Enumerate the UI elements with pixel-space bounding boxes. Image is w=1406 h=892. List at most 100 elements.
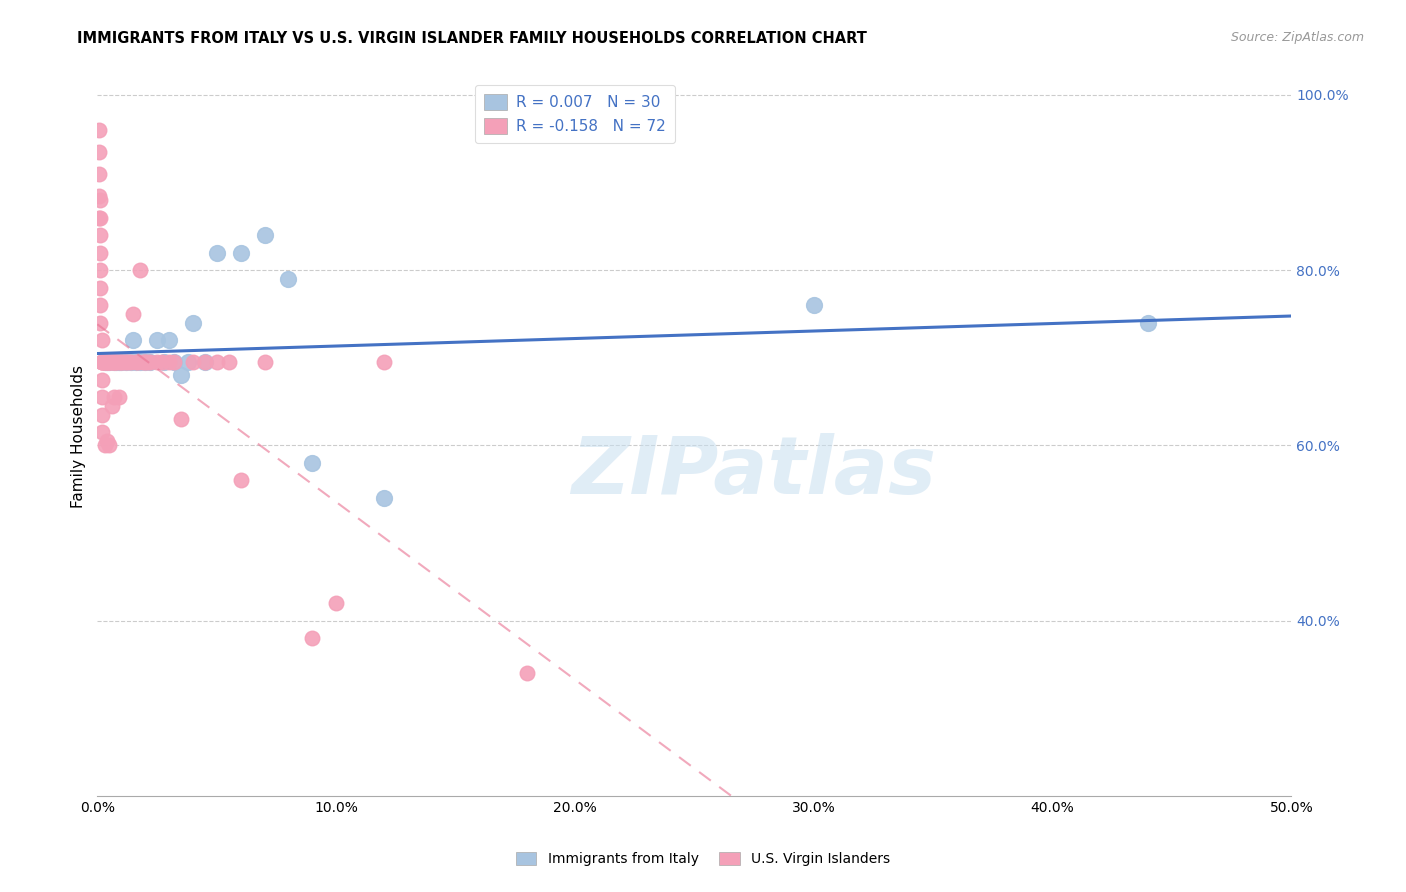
- Y-axis label: Family Households: Family Households: [72, 365, 86, 508]
- Point: [120, 355, 142, 369]
- Point: [153, 355, 176, 369]
- Point: [93, 355, 115, 369]
- Point: [91, 425, 114, 440]
- Point: [301, 456, 323, 470]
- Point: [181, 355, 204, 369]
- Point: [103, 355, 125, 369]
- Point: [93, 355, 115, 369]
- Point: [89, 316, 111, 330]
- Point: [91, 390, 114, 404]
- Point: [89, 280, 111, 294]
- Point: [100, 399, 122, 413]
- Legend: R = 0.007   N = 30, R = -0.158   N = 72: R = 0.007 N = 30, R = -0.158 N = 72: [475, 85, 675, 143]
- Point: [132, 355, 155, 369]
- Point: [103, 390, 125, 404]
- Point: [110, 355, 132, 369]
- Point: [139, 355, 162, 369]
- Point: [205, 355, 228, 369]
- Point: [229, 245, 252, 260]
- Point: [89, 245, 111, 260]
- Point: [96, 355, 118, 369]
- Point: [194, 355, 217, 369]
- Point: [93, 355, 115, 369]
- Text: IMMIGRANTS FROM ITALY VS U.S. VIRGIN ISLANDER FAMILY HOUSEHOLDS CORRELATION CHAR: IMMIGRANTS FROM ITALY VS U.S. VIRGIN ISL…: [77, 31, 868, 46]
- Point: [157, 333, 180, 347]
- Point: [139, 355, 162, 369]
- Point: [98, 438, 121, 452]
- Point: [127, 355, 149, 369]
- Point: [218, 355, 240, 369]
- Point: [87, 167, 110, 181]
- Point: [177, 355, 200, 369]
- Point: [122, 307, 145, 321]
- Point: [146, 355, 169, 369]
- Point: [100, 355, 122, 369]
- Point: [96, 434, 118, 448]
- Point: [112, 355, 135, 369]
- Point: [325, 596, 347, 610]
- Point: [120, 355, 142, 369]
- Text: ZIPatlas: ZIPatlas: [572, 434, 936, 511]
- Point: [194, 355, 217, 369]
- Point: [129, 355, 152, 369]
- Point: [105, 355, 128, 369]
- Point: [124, 355, 146, 369]
- Point: [170, 368, 193, 383]
- Point: [91, 355, 114, 369]
- Point: [98, 355, 121, 369]
- Point: [115, 355, 138, 369]
- Point: [134, 355, 156, 369]
- Point: [91, 355, 114, 369]
- Point: [134, 355, 156, 369]
- Point: [87, 145, 110, 159]
- Point: [110, 355, 132, 369]
- Point: [89, 228, 111, 243]
- Point: [803, 298, 825, 312]
- Point: [108, 355, 131, 369]
- Point: [146, 333, 169, 347]
- Point: [93, 355, 115, 369]
- Point: [91, 355, 114, 369]
- Point: [150, 355, 173, 369]
- Point: [96, 355, 118, 369]
- Point: [253, 355, 276, 369]
- Point: [516, 666, 538, 681]
- Point: [89, 263, 111, 277]
- Point: [89, 193, 111, 207]
- Point: [91, 333, 114, 347]
- Text: Source: ZipAtlas.com: Source: ZipAtlas.com: [1230, 31, 1364, 45]
- Legend: Immigrants from Italy, U.S. Virgin Islanders: Immigrants from Italy, U.S. Virgin Islan…: [510, 847, 896, 871]
- Point: [108, 390, 131, 404]
- Point: [98, 355, 121, 369]
- Point: [163, 355, 186, 369]
- Point: [277, 272, 299, 286]
- Point: [110, 355, 132, 369]
- Point: [87, 123, 110, 137]
- Point: [89, 298, 111, 312]
- Point: [253, 228, 276, 243]
- Point: [1137, 316, 1160, 330]
- Point: [87, 211, 110, 225]
- Point: [229, 474, 252, 488]
- Point: [105, 355, 128, 369]
- Point: [105, 355, 128, 369]
- Point: [301, 631, 323, 645]
- Point: [96, 355, 118, 369]
- Point: [163, 355, 186, 369]
- Point: [93, 438, 115, 452]
- Point: [205, 245, 228, 260]
- Point: [108, 355, 131, 369]
- Point: [373, 355, 395, 369]
- Point: [157, 355, 180, 369]
- Point: [122, 333, 145, 347]
- Point: [115, 355, 138, 369]
- Point: [100, 355, 122, 369]
- Point: [103, 355, 125, 369]
- Point: [87, 188, 110, 202]
- Point: [91, 373, 114, 387]
- Point: [170, 412, 193, 426]
- Point: [136, 355, 159, 369]
- Point: [117, 355, 139, 369]
- Point: [103, 355, 125, 369]
- Point: [181, 316, 204, 330]
